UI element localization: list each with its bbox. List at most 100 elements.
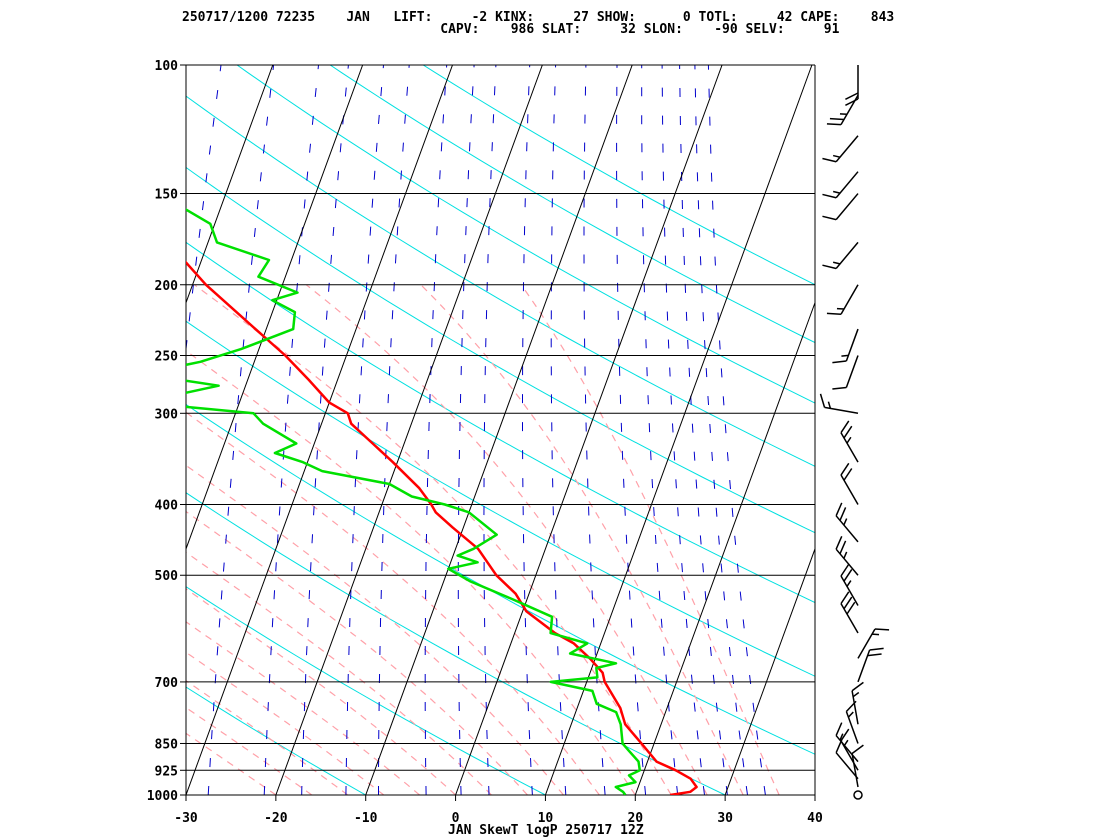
wind-barb — [832, 328, 859, 364]
dry-adiabat — [186, 586, 546, 795]
dry-adiabat — [422, 65, 815, 286]
pressure-label: 925 — [155, 764, 178, 779]
wind-barb — [845, 65, 859, 106]
temperature-label: -20 — [264, 811, 288, 826]
moist-adiabat — [520, 284, 780, 795]
moist-adiabat — [186, 551, 492, 795]
mixing-ratio-line — [378, 65, 410, 795]
pressure-label: 850 — [155, 737, 179, 752]
mixing-ratio-line — [679, 65, 728, 795]
isotherm — [0, 65, 3, 795]
temperature-label: 30 — [717, 811, 733, 826]
wind-barb — [819, 393, 859, 415]
wind-barb — [840, 563, 859, 606]
wind-barb — [851, 744, 864, 788]
isotherm — [365, 65, 633, 795]
pressure-label: 500 — [155, 569, 179, 584]
mixing-ratio-line — [301, 65, 349, 795]
wind-barb — [845, 700, 859, 744]
dry-adiabat — [186, 241, 815, 604]
mixing-ratio-line — [457, 65, 475, 795]
moist-adiabat — [420, 284, 744, 795]
moist-adiabat — [186, 411, 600, 795]
dry-adiabat — [186, 320, 815, 677]
wind-barb — [822, 193, 859, 221]
wind-barb — [857, 628, 890, 659]
temperature-labels: -30 -20 -10 0 10 20 30 40 — [174, 795, 823, 826]
temperature-label: -30 — [174, 811, 198, 826]
isotherm — [0, 65, 93, 795]
mixing-ratio-line — [345, 65, 384, 795]
wind-barb — [840, 462, 859, 505]
dry-adiabat — [329, 65, 815, 344]
pressure-label: 200 — [155, 279, 179, 294]
wind-barb-calm — [853, 790, 863, 800]
mixing-ratio-line — [694, 65, 748, 795]
moist-adiabat — [186, 732, 277, 795]
moist-adiabat — [194, 284, 672, 795]
temperature-profile — [186, 260, 698, 795]
wind-barb — [851, 681, 864, 725]
dewpoint-profile — [186, 208, 642, 795]
moist-adiabat — [186, 651, 385, 795]
mixing-ratio-line — [583, 65, 606, 795]
mixing-ratio-line — [707, 65, 766, 795]
isotherm — [455, 65, 723, 795]
pressure-label: 400 — [155, 499, 179, 514]
wind-barb — [826, 94, 859, 126]
dry-adiabat — [186, 166, 815, 534]
isotherm — [544, 65, 813, 795]
isotherm — [634, 301, 815, 795]
pressure-label: 100 — [155, 59, 179, 74]
temperature-label: 40 — [807, 811, 823, 826]
wind-barb — [835, 739, 859, 780]
header-line-1: 250717/1200 72235 JAN LIFT: -2 KINX: 27 … — [182, 10, 895, 25]
wind-barb — [857, 647, 884, 683]
wind-barb — [822, 135, 859, 163]
mixing-ratio-line — [424, 65, 448, 795]
mixing-ratio-line — [522, 65, 533, 795]
wind-barb — [835, 535, 859, 576]
temperature-label: -10 — [354, 811, 378, 826]
mixing-ratio-line — [207, 65, 275, 795]
mixing-ratio-line — [661, 65, 705, 795]
dry-adiabat — [186, 403, 815, 755]
pressure-label: 300 — [155, 407, 179, 422]
pressure-label: 250 — [155, 349, 179, 364]
pressure-labels: 100 150 200 250 300 400 500 700 850 925 1000 — [147, 59, 178, 804]
isotherm — [186, 65, 453, 795]
isotherm — [186, 65, 274, 305]
wind-barb — [840, 591, 859, 634]
dry-adiabat — [186, 95, 815, 467]
pressure-label: 1000 — [147, 789, 178, 804]
temperature-label: 0 — [452, 811, 460, 826]
dry-adiabat — [186, 686, 366, 795]
wind-barb — [835, 722, 859, 763]
pressure-label: 150 — [155, 188, 179, 203]
wind-barb — [840, 420, 859, 463]
isotherm — [724, 547, 815, 795]
moist-adiabat — [186, 510, 528, 795]
moist-adiabat — [186, 464, 564, 795]
wind-barbs — [819, 65, 890, 800]
isobars — [180, 64, 816, 796]
temperature-label: 10 — [538, 811, 554, 826]
isotherm — [275, 65, 543, 795]
moist-adiabat — [186, 706, 313, 795]
pressure-label: 700 — [155, 676, 179, 691]
wind-barb — [822, 171, 859, 199]
profiles — [186, 208, 698, 795]
moist-adiabat — [186, 588, 456, 795]
chart-footer-title: JAN SkewT logP 250717 12Z — [448, 823, 644, 838]
dry-adiabat — [186, 492, 726, 795]
moist-adiabat — [305, 284, 708, 795]
mixing-ratio-line — [483, 65, 497, 795]
wind-barb — [826, 284, 859, 315]
temperature-label: 20 — [627, 811, 643, 826]
dry-adiabat — [236, 65, 815, 404]
header-line-2: CAPV: 986 SLAT: 32 SLON: -90 SELV: 91 — [182, 22, 840, 37]
mixing-ratio-line — [616, 65, 647, 795]
wind-barb — [822, 241, 859, 270]
